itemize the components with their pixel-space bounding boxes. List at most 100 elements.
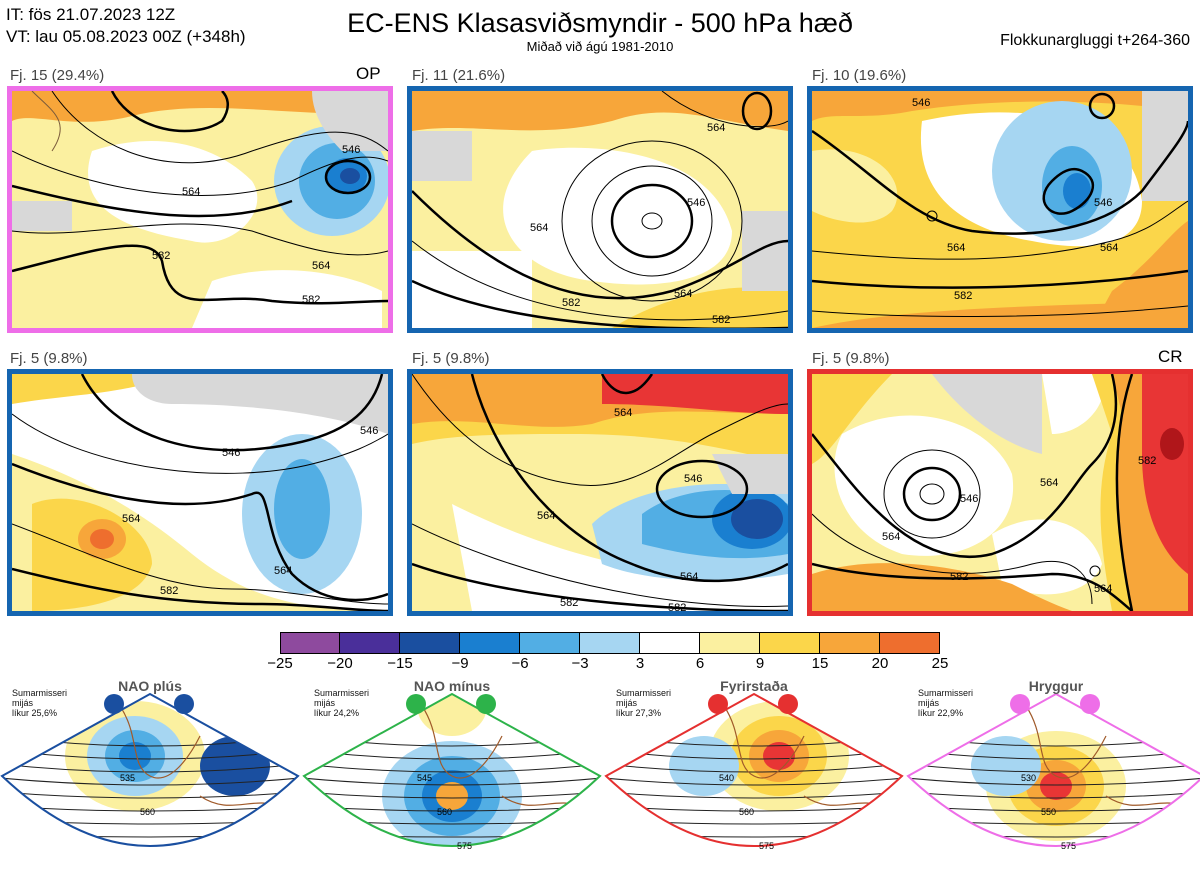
- regime-dot-icon: [476, 694, 496, 714]
- contour-label: 546: [1094, 197, 1112, 209]
- regime-dot-icon: [708, 694, 728, 714]
- map-panel-1[interactable]: 546 564 564 582 582: [7, 86, 393, 333]
- height-contour: [0, 848, 300, 850]
- page-subtitle: Miðað við ágú 1981-2010: [526, 39, 674, 54]
- contour-label: 582: [562, 297, 580, 309]
- height-contour: [304, 763, 600, 773]
- panel-6-tag: CR: [1158, 347, 1183, 366]
- contour-label: 546: [912, 97, 930, 109]
- regime-row: 535 560 NAO plús Sumarmisseri mijás líkur 25,…: [0, 676, 1200, 871]
- anomaly-blob: [200, 736, 270, 796]
- map-panel-3[interactable]: 546 546 564 564 582: [807, 86, 1193, 333]
- contour-label: 564: [947, 242, 965, 254]
- panel-3-label: Fj. 10 (19.6%): [812, 67, 907, 84]
- regime-map: 530 550 575: [906, 692, 1200, 851]
- regime-dot-icon: [778, 694, 798, 714]
- regime-note-line: líkur 24,2%: [314, 708, 360, 718]
- regime-contour-label: 535: [120, 773, 135, 783]
- contour-label: 564: [122, 513, 140, 525]
- regime-contour-label: 575: [759, 841, 774, 851]
- panel-4-label: Fj. 5 (9.8%): [10, 350, 88, 367]
- regime-note-line: Sumarmisseri: [314, 688, 370, 698]
- regime-outline: [0, 692, 300, 847]
- anomaly-blob: [417, 694, 487, 736]
- contour-label: 582: [954, 290, 972, 302]
- map-panel-2[interactable]: 546 564 564 564 582 582: [407, 86, 793, 333]
- contour-label: 582: [152, 250, 170, 262]
- regime-note-line: Sumarmisseri: [12, 688, 68, 698]
- contour-label: 564: [707, 122, 725, 134]
- colorbar-tick-label: 20: [871, 655, 889, 672]
- contour-label: 564: [312, 260, 330, 272]
- regime-name: NAO plús: [118, 678, 182, 694]
- contour-label: 582: [560, 597, 578, 609]
- contour-label: 582: [1138, 455, 1156, 467]
- contour-label: 564: [537, 510, 555, 522]
- colorbar-tick-label: −20: [327, 655, 353, 672]
- contour-label: 564: [680, 571, 698, 583]
- regime-note: Sumarmisseri mijás líkur 24,2%: [314, 688, 369, 718]
- contour-label: 564: [1040, 477, 1058, 489]
- height-contour: [2, 763, 298, 773]
- height-contour: [606, 763, 902, 773]
- regime-note: Sumarmisseri mijás líkur 27,3%: [616, 688, 671, 718]
- colorbar-segment: [280, 632, 340, 654]
- height-contour: [908, 763, 1200, 773]
- colorbar-segment: [460, 632, 520, 654]
- colorbar-segment: [820, 632, 880, 654]
- page-title: EC-ENS Klasasviðsmyndir - 500 hPa hæð: [347, 8, 853, 38]
- issue-time: IT: fös 21.07.2023 12Z: [6, 5, 176, 24]
- regime-map: 545 560 575: [302, 692, 602, 851]
- map-panel-5[interactable]: 546 564 564 564 582 582: [407, 369, 793, 616]
- regime-note-line: líkur 25,6%: [12, 708, 58, 718]
- regime-contour-label: 560: [140, 807, 155, 817]
- contour-label: 564: [182, 186, 200, 198]
- panel-2-label: Fj. 11 (21.6%): [412, 67, 506, 84]
- header-info: IT: fös 21.07.2023 12Z VT: lau 05.08.202…: [6, 4, 246, 48]
- colorbar-tick-label: 9: [755, 655, 765, 672]
- contour-label: 582: [950, 571, 968, 583]
- anomaly-blob: [119, 742, 151, 770]
- contour-label: 564: [1100, 242, 1118, 254]
- map-panel-6[interactable]: 546 564 564 582 582 564: [807, 369, 1193, 616]
- regime-dot-icon: [174, 694, 194, 714]
- contour-label: 564: [614, 407, 632, 419]
- colorbar-segment: [580, 632, 640, 654]
- anomaly-blob: [669, 736, 739, 796]
- regime-dot-icon: [406, 694, 426, 714]
- regime-panel[interactable]: 530 550 575 Hryggur Sumarmisseri mijás líkur 2…: [906, 676, 1200, 871]
- regime-contour-label: 550: [1041, 807, 1056, 817]
- regime-note-line: mijás: [12, 698, 34, 708]
- regime-name: NAO mínus: [413, 678, 491, 694]
- regime-name: Hryggur: [1028, 678, 1084, 694]
- panel-5-label: Fj. 5 (9.8%): [412, 350, 490, 367]
- regime-note-line: mijás: [918, 698, 940, 708]
- regime-note-line: mijás: [314, 698, 336, 708]
- contour-label: 564: [882, 531, 900, 543]
- contour-label: 546: [360, 425, 378, 437]
- colorbar-segment: [640, 632, 700, 654]
- colorbar-segment: [880, 632, 940, 654]
- height-contour: [302, 848, 602, 850]
- regime-panel[interactable]: 540 560 575 Fyrirstaða Sumarmisseri mijás líku…: [604, 676, 904, 871]
- regime-panel[interactable]: 545 560 575 NAO mínus Sumarmisseri mijás líkur…: [302, 676, 602, 871]
- colorbar-tick-label: −9: [451, 655, 469, 672]
- colorbar-segment: [700, 632, 760, 654]
- height-contour: [304, 777, 600, 786]
- map-panel-4[interactable]: 546 564 564 582 546: [7, 369, 393, 616]
- contour-label: 564: [674, 288, 692, 300]
- valid-time: VT: lau 05.08.2023 00Z (+348h): [6, 27, 246, 46]
- contour-label: 564: [274, 565, 292, 577]
- regime-outline: [604, 692, 904, 847]
- height-contour: [2, 791, 298, 799]
- panel-1-label: Fj. 15 (29.4%): [10, 67, 105, 84]
- colorbar-segment: [400, 632, 460, 654]
- colorbar-segment: [520, 632, 580, 654]
- regime-panel[interactable]: 535 560 NAO plús Sumarmisseri mijás líkur 25,…: [0, 676, 300, 871]
- regime-outline: [906, 692, 1200, 847]
- height-contour: [606, 777, 902, 786]
- colorbar-segment: [760, 632, 820, 654]
- regime-contour-label: 560: [437, 807, 452, 817]
- panel-6-label: Fj. 5 (9.8%): [812, 350, 890, 367]
- colorbar-tick-label: −6: [511, 655, 529, 672]
